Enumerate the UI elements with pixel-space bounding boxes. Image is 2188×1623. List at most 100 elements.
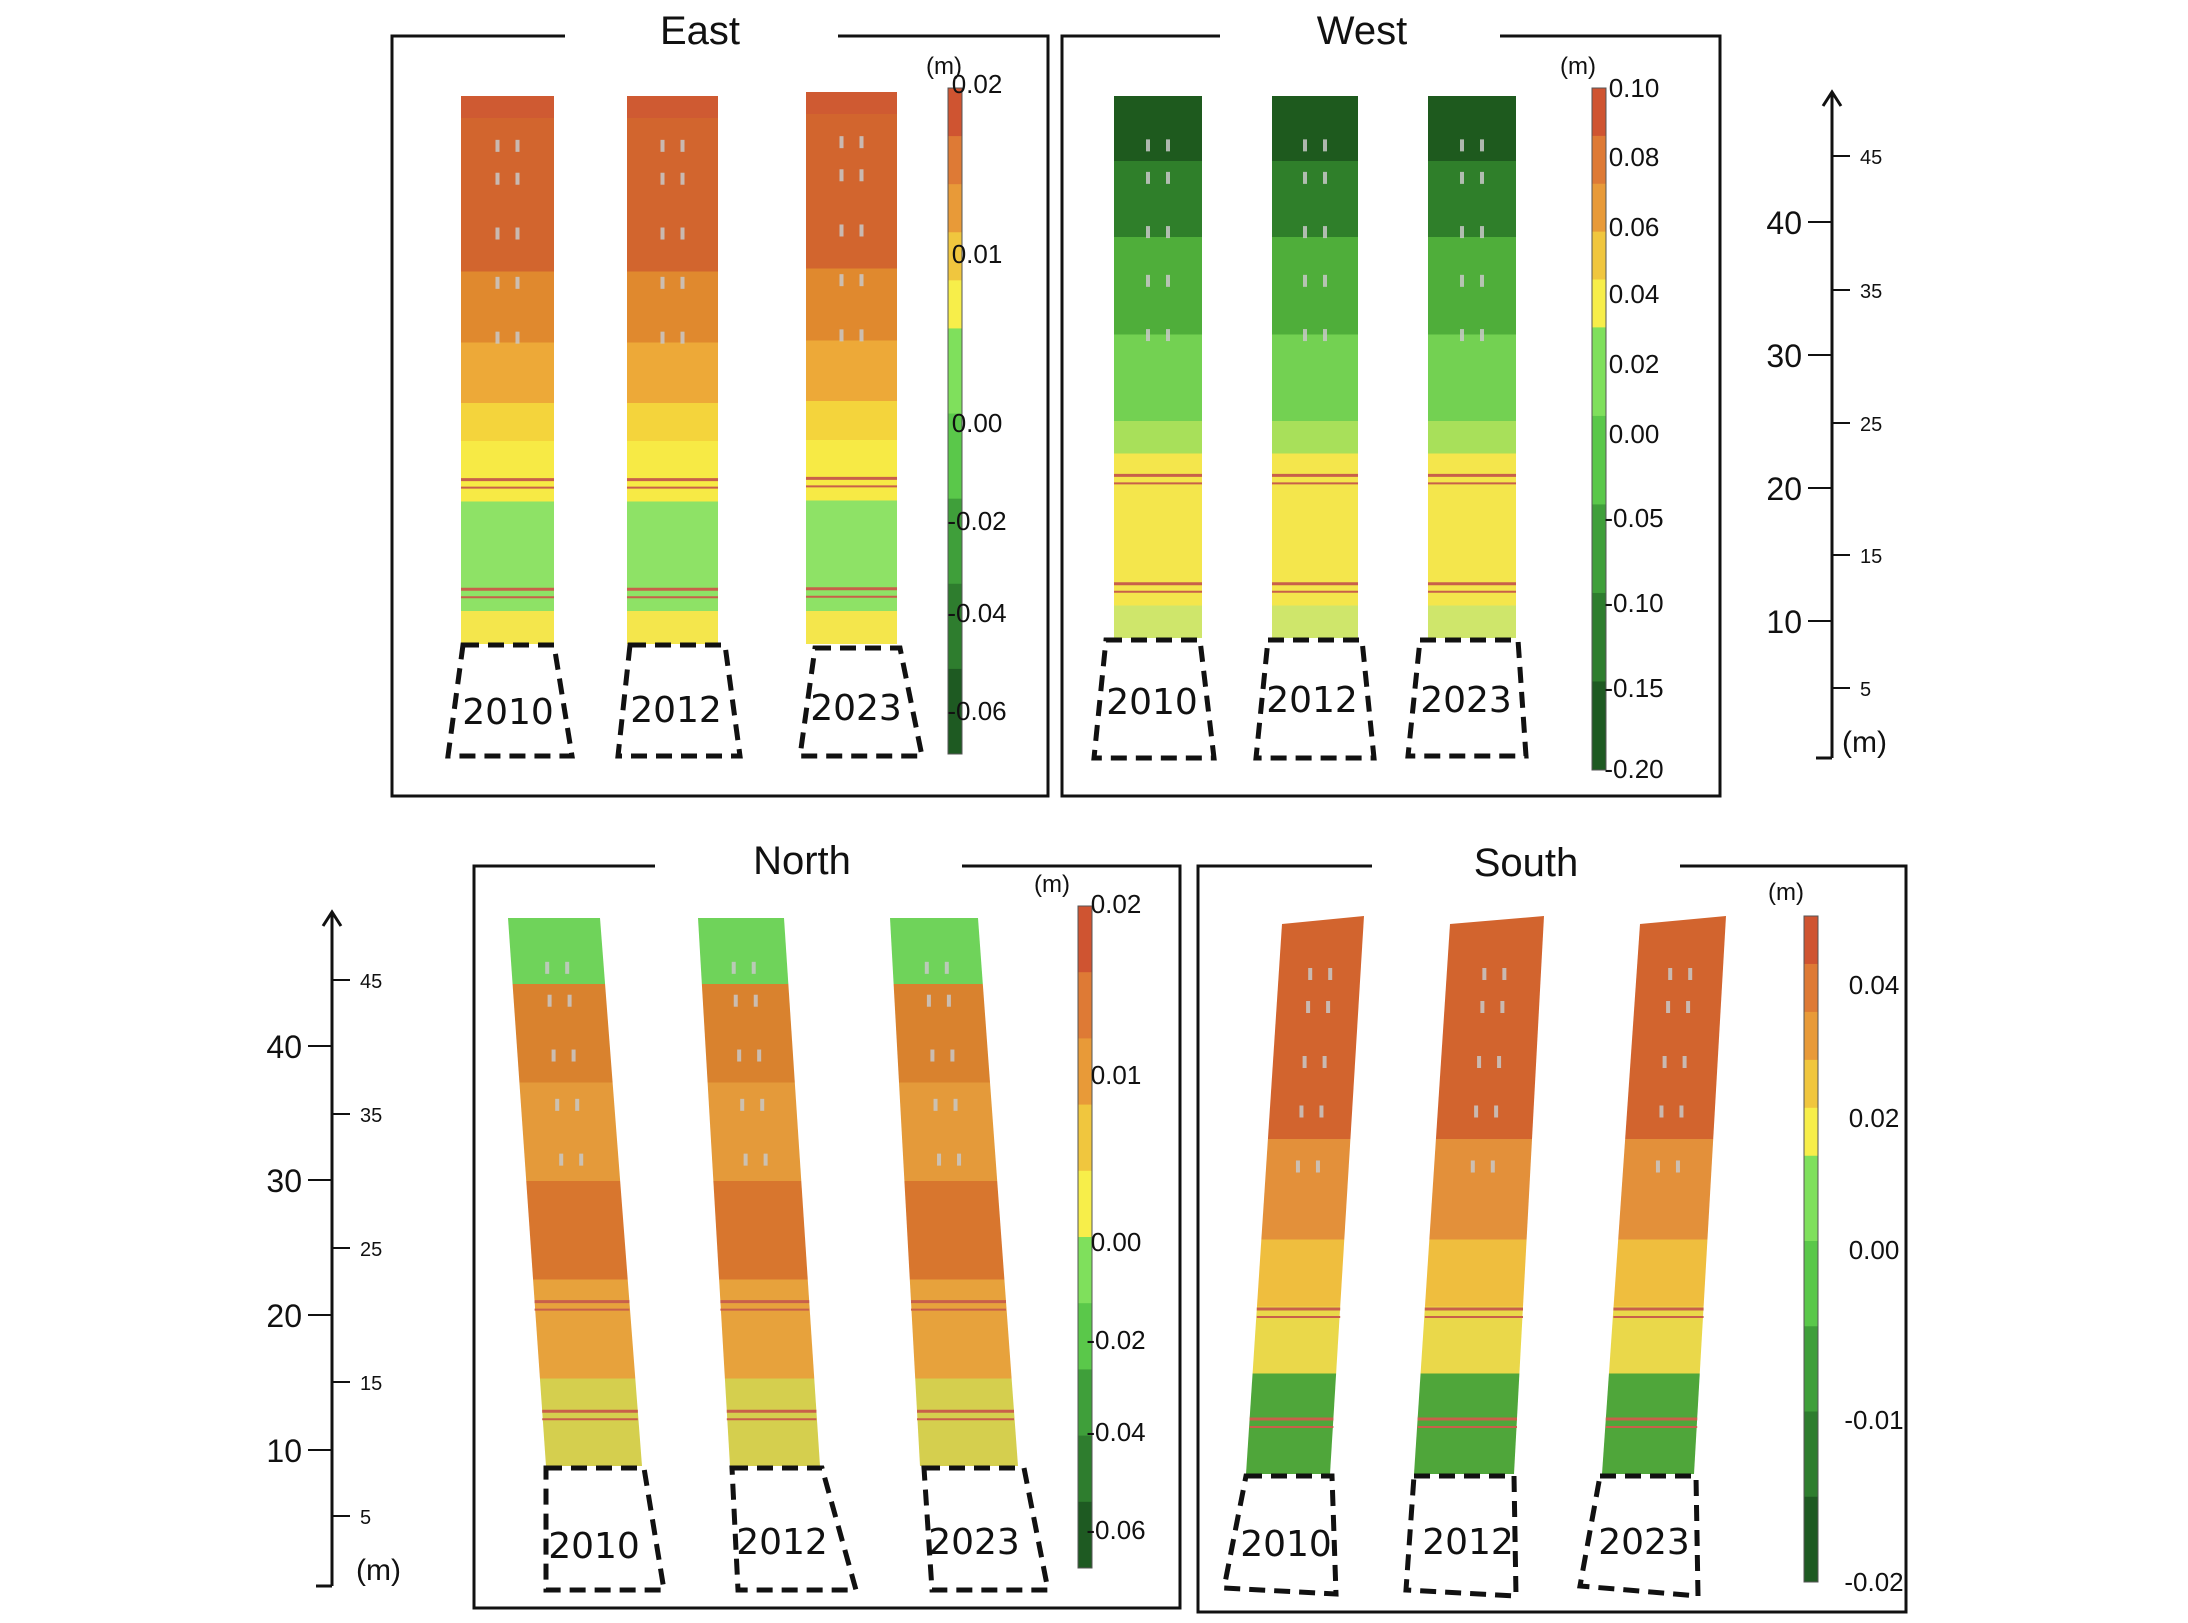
minor-tick-label: 35 — [360, 1105, 382, 1127]
colorbar-tick-label: -0.06 — [1086, 1515, 1145, 1545]
deformation-map — [1246, 916, 1364, 1474]
major-tick-label: 30 — [1766, 338, 1802, 374]
window-marker — [839, 274, 844, 287]
window-marker — [924, 961, 929, 974]
window-marker — [1480, 1001, 1485, 1013]
minor-tick-label: 5 — [360, 1507, 371, 1529]
panel-frame — [472, 864, 1182, 1610]
year-label: 2010 — [1106, 682, 1198, 723]
colorbar-tick-label: 0.08 — [1609, 142, 1660, 172]
scale-unit: (m) — [1842, 726, 1887, 759]
window-marker — [859, 274, 864, 287]
panel-frame — [390, 34, 1050, 798]
colorbar-band — [948, 232, 962, 281]
colorbar-band — [1592, 88, 1606, 137]
bottom-left-scale: 40 30 20 10 45 35 25 15 5 (m) — [266, 909, 401, 1588]
major-tick-label: 10 — [1766, 604, 1802, 640]
window-marker — [515, 331, 520, 344]
window-marker — [1323, 274, 1327, 287]
window-marker — [1460, 226, 1464, 239]
window-marker — [545, 961, 550, 974]
year-label: 2012 — [630, 690, 722, 731]
colorbar-band — [948, 280, 962, 329]
window-marker — [733, 994, 738, 1007]
minor-tick-label: 15 — [1860, 546, 1882, 568]
facade-strip-2012 — [1272, 96, 1358, 638]
window-marker — [495, 331, 500, 344]
colorbar-band — [1078, 1303, 1092, 1370]
minor-tick-label: 25 — [360, 1239, 382, 1261]
colorbar-band — [1804, 916, 1818, 965]
window-marker — [1480, 226, 1484, 239]
base-outline — [1577, 1473, 1701, 1599]
base-outline — [921, 1465, 1052, 1593]
window-marker — [1494, 1105, 1499, 1118]
deformation-map — [508, 918, 642, 1466]
window-marker — [495, 172, 500, 185]
window-marker — [1303, 274, 1307, 287]
colorbar-band — [1592, 415, 1606, 505]
window-marker — [567, 994, 572, 1007]
colorbar-band — [1078, 1237, 1092, 1304]
window-marker — [565, 961, 570, 974]
year-label: 2023 — [1598, 1522, 1690, 1563]
colorbar-band — [1804, 1496, 1818, 1583]
year-label: 2023 — [810, 688, 902, 729]
base-outline — [445, 642, 575, 759]
colorbar-band — [1592, 504, 1606, 594]
window-marker — [1500, 1001, 1505, 1013]
colorbar-tick-label: -0.05 — [1604, 503, 1663, 533]
window-marker — [660, 172, 665, 185]
window-marker — [760, 1098, 765, 1111]
window-marker — [1480, 329, 1484, 342]
facade-strip-2023 — [806, 92, 897, 644]
window-marker — [839, 169, 844, 182]
major-tick-label: 20 — [1766, 471, 1802, 507]
window-marker — [1322, 1056, 1327, 1068]
scale-unit: (m) — [356, 1554, 401, 1587]
window-marker — [1299, 1105, 1304, 1118]
colorbar-band — [948, 184, 962, 233]
window-marker — [740, 1098, 745, 1111]
colorbar-tick-label: -0.02 — [947, 506, 1006, 536]
window-marker — [839, 136, 844, 149]
colorbar-tick-label: 0.02 — [952, 69, 1003, 99]
window-marker — [660, 331, 665, 344]
window-marker — [1682, 1056, 1687, 1068]
window-marker — [1688, 968, 1693, 980]
facade-strip-2010 — [1246, 916, 1364, 1474]
window-marker — [1146, 139, 1150, 152]
minor-tick-label: 15 — [360, 1373, 382, 1395]
window-marker — [660, 139, 665, 152]
arrow-up-icon — [321, 909, 343, 927]
panel-title: South — [1474, 841, 1579, 885]
window-marker — [1662, 1056, 1667, 1068]
window-marker — [1460, 329, 1464, 342]
window-marker — [1166, 139, 1170, 152]
window-marker — [1460, 139, 1464, 152]
minor-tick-label: 35 — [1860, 281, 1882, 303]
panel-title: East — [660, 9, 740, 53]
colorbar-tick-label: 0.02 — [1849, 1103, 1900, 1133]
colorbar-tick-label: 0.02 — [1609, 349, 1660, 379]
colorbar-band — [948, 668, 962, 755]
window-marker — [680, 276, 685, 289]
colorbar-unit: (m) — [1768, 879, 1804, 906]
window-marker — [1306, 1001, 1311, 1013]
panel-title: West — [1317, 9, 1407, 53]
deformation-map — [1114, 96, 1202, 638]
panel-north: North 2010 2012 2023 (m) 0.02 0.01 0.00 -0.02 -0.… — [472, 839, 1182, 1610]
colorbar-outline — [947, 87, 963, 755]
colorbar-tick-label: 0.01 — [1091, 1060, 1142, 1090]
window-marker — [1319, 1105, 1324, 1118]
window-marker — [1323, 329, 1327, 342]
colorbar-tick-label: -0.20 — [1604, 754, 1663, 784]
window-marker — [933, 1098, 938, 1111]
colorbar-band — [1804, 1059, 1818, 1109]
year-label: 2010 — [462, 692, 554, 733]
base-outline — [543, 1465, 667, 1593]
window-marker — [1303, 171, 1307, 184]
window-marker — [1146, 329, 1150, 342]
deformation-map — [627, 96, 718, 644]
